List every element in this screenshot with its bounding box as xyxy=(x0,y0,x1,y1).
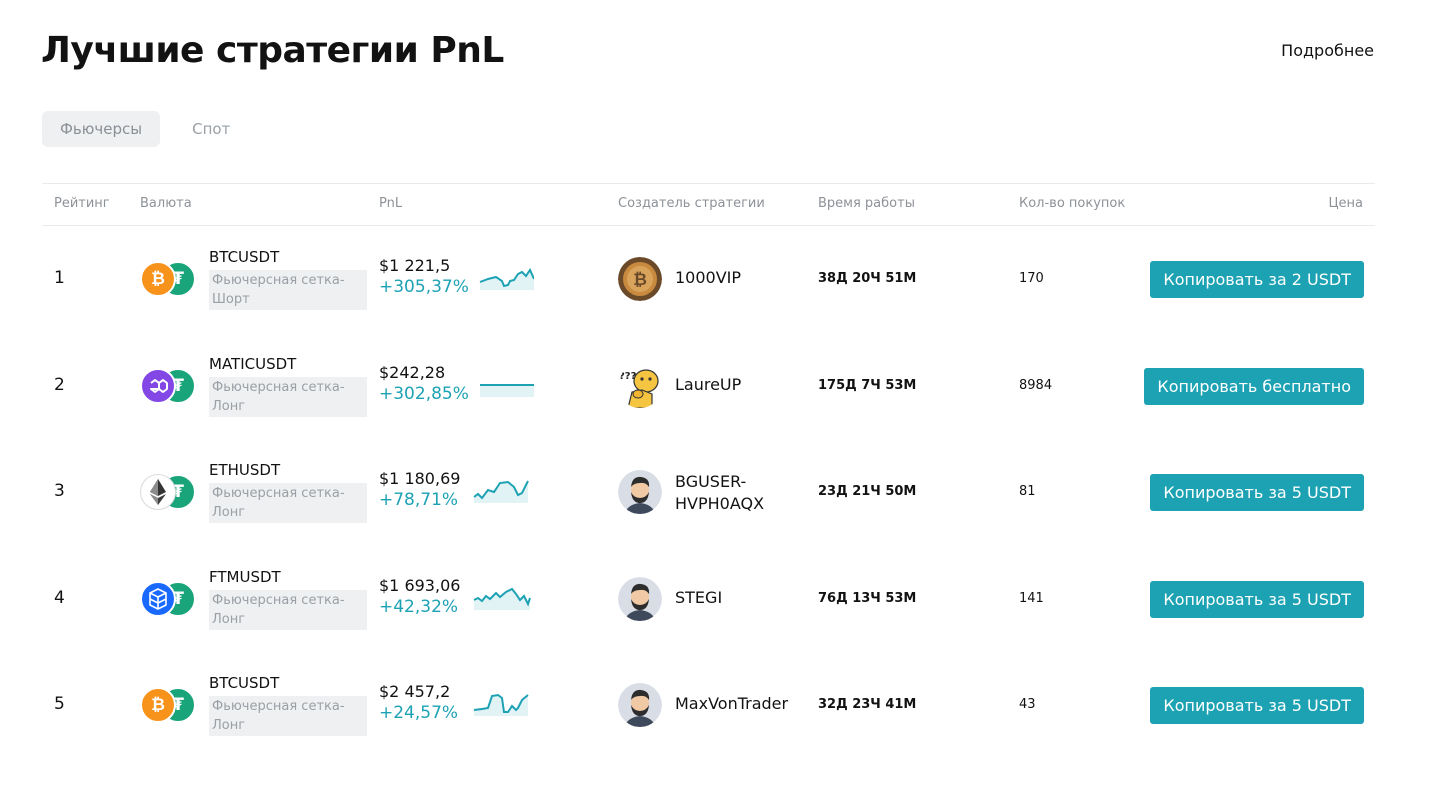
pnl-percent: +302,85% xyxy=(379,383,469,404)
copy-strategy-button[interactable]: Копировать за 5 USDT xyxy=(1150,687,1364,725)
column-header-creator: Создатель стратегии xyxy=(618,196,765,211)
more-link[interactable]: Подробнее xyxy=(1281,41,1374,60)
tab-futures[interactable]: Фьючерсы xyxy=(42,111,161,147)
strategy-type-tag: Фьючерсная сетка-Лонг xyxy=(209,589,367,630)
table-row[interactable]: 2 ₮ MATICUSDT Фьючерсная сетка-Лонг $242… xyxy=(42,333,1375,440)
bitcoin-coin-avatar: ₿ xyxy=(618,257,662,301)
column-header-buys: Кол-во покупок xyxy=(1019,196,1126,211)
pair-name: BTCUSDT xyxy=(209,674,280,693)
column-header-runtime: Время работы xyxy=(818,196,915,211)
runtime-value: 32Д 23Ч 41М xyxy=(818,697,917,713)
table-row[interactable]: 1 ₮ ₿ BTCUSDT Фьючерсная сетка-Шорт $1 2… xyxy=(42,226,1375,333)
strategies-table: Рейтинг Валюта PnL Создатель стратегии В… xyxy=(42,183,1375,759)
pnl-sparkline xyxy=(480,383,534,397)
ethereum-icon xyxy=(140,474,176,511)
creator-name[interactable]: 1000VIP xyxy=(675,268,742,287)
table-row[interactable]: 4 ₮ FTMUSDT Фьючерсная сетка-Лонг $1 693… xyxy=(42,546,1375,653)
pair-info: ETHUSDT Фьючерсная сетка-Лонг xyxy=(209,461,369,524)
pnl-sparkline xyxy=(473,480,529,504)
pair-name: BTCUSDT xyxy=(209,248,280,266)
buys-count: 170 xyxy=(1019,271,1044,286)
column-header-currency: Валюта xyxy=(140,196,192,211)
pair-name: FTMUSDT xyxy=(209,567,281,586)
fantom-icon xyxy=(140,580,176,617)
svg-text:₿: ₿ xyxy=(633,270,647,290)
runtime-value: 23Д 21Ч 50М xyxy=(818,484,917,500)
strategy-type-tag: Фьючерсная сетка-Лонг xyxy=(209,376,367,417)
runtime-value: 76Д 13Ч 53М xyxy=(818,590,917,606)
bearded-man-avatar xyxy=(618,683,662,728)
pnl-sparkline xyxy=(473,694,529,717)
strategy-type-tag: Фьючерсная сетка-Лонг xyxy=(209,696,367,737)
column-header-pnl: PnL xyxy=(379,196,403,211)
bitcoin-icon: ₿ xyxy=(140,687,176,724)
rank-value: 2 xyxy=(54,374,65,395)
creator-name[interactable]: BGUSER- HVPH0AQX xyxy=(675,472,765,514)
buys-count: 81 xyxy=(1019,484,1036,500)
polygon-icon xyxy=(140,367,176,404)
pnl-usd: $1 693,06 xyxy=(379,575,461,595)
table-row[interactable]: 3 ₮ ETHUSDT Фьючерсная сетка-Лонг $1 180… xyxy=(42,439,1375,546)
pair-info: MATICUSDT Фьючерсная сетка-Лонг xyxy=(209,355,369,417)
pnl-usd: $2 457,2 xyxy=(379,682,451,702)
copy-strategy-button[interactable]: Копировать за 5 USDT xyxy=(1150,580,1364,618)
market-tabs: Фьючерсы Спот xyxy=(42,111,248,147)
copy-strategy-button[interactable]: Копировать за 5 USDT xyxy=(1150,474,1364,512)
pair-info: FTMUSDT Фьючерсная сетка-Лонг xyxy=(209,568,369,630)
creator-name[interactable]: LaureUP xyxy=(675,374,742,394)
bitcoin-icon: ₿ xyxy=(140,261,176,297)
pnl-values: $1 693,06 +42,32% xyxy=(379,576,460,617)
pnl-sparkline xyxy=(479,267,534,290)
bearded-man-avatar xyxy=(618,470,662,515)
rank-value: 1 xyxy=(54,268,65,288)
bearded-man-avatar xyxy=(618,576,662,621)
column-header-rank: Рейтинг xyxy=(54,196,110,211)
buys-count: 141 xyxy=(1019,590,1044,606)
strategy-type-tag: Фьючерсная сетка-Лонг xyxy=(209,483,367,524)
rank-value: 4 xyxy=(54,587,65,608)
tab-spot[interactable]: Спот xyxy=(192,120,231,138)
svg-text:???: ??? xyxy=(619,371,637,382)
pnl-usd: $1 180,69 xyxy=(379,469,461,489)
pair-name: MATICUSDT xyxy=(209,354,297,373)
pnl-usd: $242,28 xyxy=(379,362,446,382)
pnl-percent: +78,71% xyxy=(379,490,459,511)
creator-name[interactable]: MaxVonTrader xyxy=(675,694,789,714)
copy-strategy-button[interactable]: Копировать за 2 USDT xyxy=(1150,261,1364,298)
buys-count: 8984 xyxy=(1019,377,1053,393)
table-row[interactable]: 5 ₮ ₿ BTCUSDT Фьючерсная сетка-Лонг $2 4… xyxy=(42,652,1375,759)
pair-icons: ₮ xyxy=(140,367,198,404)
table-header: Рейтинг Валюта PnL Создатель стратегии В… xyxy=(42,183,1375,226)
pair-icons: ₮ xyxy=(140,474,198,511)
strategy-type-tag: Фьючерсная сетка-Шорт xyxy=(209,270,367,310)
pair-icons: ₮ ₿ xyxy=(140,687,198,724)
pnl-values: $1 180,69 +78,71% xyxy=(379,469,460,510)
pnl-usd: $1 221,5 xyxy=(379,256,451,275)
pnl-sparkline xyxy=(473,587,531,610)
runtime-value: 175Д 7Ч 53М xyxy=(818,377,917,393)
pair-name: ETHUSDT xyxy=(209,461,281,480)
rank-value: 5 xyxy=(54,694,65,715)
pnl-values: $1 221,5 +305,37% xyxy=(379,256,469,297)
pnl-percent: +42,32% xyxy=(379,596,459,617)
runtime-value: 38Д 20Ч 51М xyxy=(818,271,917,286)
rank-value: 3 xyxy=(54,481,65,502)
pnl-percent: +24,57% xyxy=(379,703,459,724)
pair-info: BTCUSDT Фьючерсная сетка-Лонг xyxy=(209,674,369,737)
buys-count: 43 xyxy=(1019,697,1036,713)
creator-name[interactable]: STEGI xyxy=(675,587,723,607)
thinking-doge-avatar: ??? xyxy=(618,363,662,408)
pair-icons: ₮ ₿ xyxy=(140,261,198,297)
pnl-values: $242,28 +302,85% xyxy=(379,363,469,404)
pair-info: BTCUSDT Фьючерсная сетка-Шорт xyxy=(209,248,369,310)
copy-strategy-button[interactable]: Копировать бесплатно xyxy=(1144,367,1364,405)
page-title: Лучшие стратегии PnL xyxy=(41,30,504,71)
pnl-percent: +305,37% xyxy=(379,277,469,297)
pnl-values: $2 457,2 +24,57% xyxy=(379,682,458,723)
column-header-price: Цена xyxy=(1328,196,1363,211)
pair-icons: ₮ xyxy=(140,580,198,617)
